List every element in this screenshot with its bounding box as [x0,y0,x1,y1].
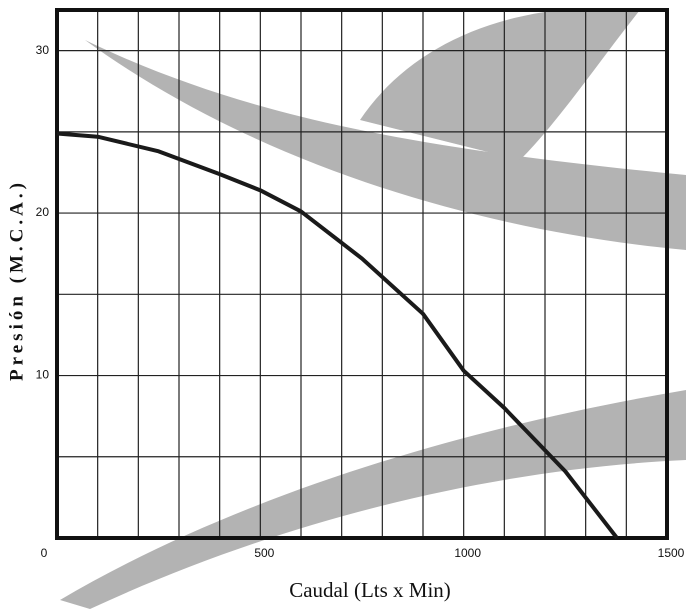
x-tick-label: 1000 [454,546,481,560]
y-tick-label: 30 [36,43,50,57]
y-tick-label: 10 [36,368,50,382]
curve [56,131,619,540]
y-axis-title: Presión (M.C.A.) [6,179,27,381]
x-axis-title: Caudal (Lts x Min) [289,578,451,602]
x-tick-label: 1500 [658,546,685,560]
x-tick-label: 0 [41,546,48,560]
watermark [60,10,686,609]
plot-frame [55,8,669,540]
plot-area: 0 500 1000 1500 10 20 30 [36,8,685,560]
y-tick-label: 20 [36,205,50,219]
x-tick-label: 500 [254,546,274,560]
